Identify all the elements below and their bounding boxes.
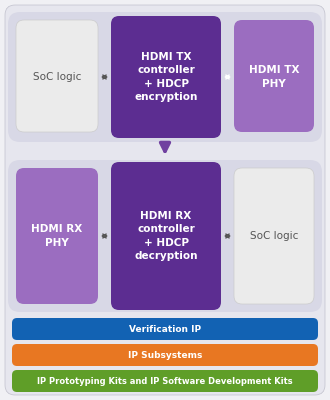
FancyBboxPatch shape	[16, 20, 98, 132]
Text: IP Subsystems: IP Subsystems	[128, 350, 202, 360]
FancyBboxPatch shape	[12, 318, 318, 340]
FancyBboxPatch shape	[111, 16, 221, 138]
FancyBboxPatch shape	[12, 344, 318, 366]
Text: IP Prototyping Kits and IP Software Development Kits: IP Prototyping Kits and IP Software Deve…	[37, 376, 293, 386]
Text: HDMI RX
PHY: HDMI RX PHY	[31, 224, 82, 248]
FancyBboxPatch shape	[16, 168, 98, 304]
FancyBboxPatch shape	[5, 5, 325, 395]
Text: SoC logic: SoC logic	[250, 231, 298, 241]
Text: SoC logic: SoC logic	[33, 72, 81, 82]
FancyBboxPatch shape	[234, 20, 314, 132]
Text: HDMI TX
controller
+ HDCP
encryption: HDMI TX controller + HDCP encryption	[134, 52, 198, 102]
FancyBboxPatch shape	[8, 160, 322, 312]
FancyBboxPatch shape	[12, 370, 318, 392]
FancyBboxPatch shape	[8, 12, 322, 142]
Text: HDMI RX
controller
+ HDCP
decryption: HDMI RX controller + HDCP decryption	[134, 211, 198, 261]
FancyBboxPatch shape	[111, 162, 221, 310]
Text: Verification IP: Verification IP	[129, 324, 201, 334]
FancyBboxPatch shape	[234, 168, 314, 304]
Text: HDMI TX
PHY: HDMI TX PHY	[249, 65, 299, 89]
